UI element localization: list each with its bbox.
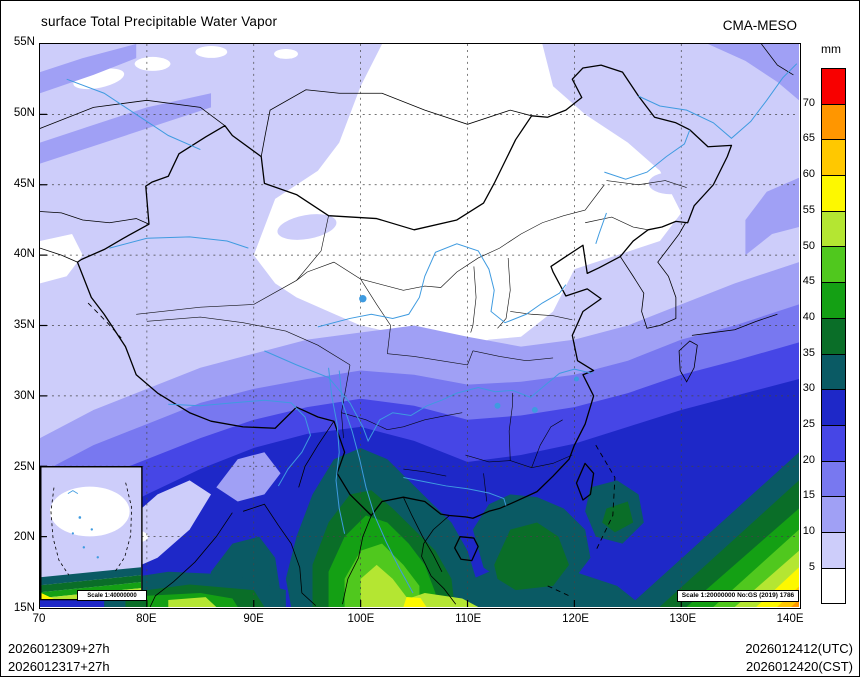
colorbar-cell xyxy=(821,567,846,605)
colorbar-tick-label: 35 xyxy=(802,346,815,359)
tarim-river xyxy=(109,236,249,249)
colorbar-cell xyxy=(821,282,846,319)
province-borders xyxy=(136,180,687,502)
colorbar-tick-label: 40 xyxy=(802,310,815,323)
colorbar-cell xyxy=(821,460,846,498)
x-axis-label: 120E xyxy=(562,613,589,625)
colorbar-tick-label: 50 xyxy=(802,239,815,252)
colorbar-tick-label: 15 xyxy=(802,489,815,502)
x-axis-label: 130E xyxy=(669,613,697,625)
colorbar-cell xyxy=(821,496,846,533)
colorbar-cell xyxy=(821,531,846,569)
colorbar-tick-label: 30 xyxy=(802,382,815,395)
india-east-coast xyxy=(149,512,233,607)
y-axis-label: 50N xyxy=(13,106,35,119)
china-border xyxy=(76,64,733,562)
grid-lines xyxy=(40,44,799,607)
vietnam-coast xyxy=(421,515,457,605)
y-axis-label: 30N xyxy=(13,389,35,402)
colorbar-tick-label: 60 xyxy=(802,168,815,181)
irtysh-river xyxy=(66,78,201,150)
poyang-lake xyxy=(531,406,538,413)
colorbar-cell xyxy=(821,317,846,355)
colorbar-unit: mm xyxy=(821,42,841,56)
yangtze-river xyxy=(264,350,593,443)
mongolia-russia-border xyxy=(260,89,532,157)
songhua-river xyxy=(604,129,691,180)
x-axis-label: 100E xyxy=(347,613,375,625)
colorbar-tick-label: 70 xyxy=(802,96,815,109)
x-axis-label: 110E xyxy=(455,613,482,625)
contour-fills xyxy=(40,44,799,607)
init-time-utc: 2026012309+27h xyxy=(8,641,110,656)
model-name: CMA-MESO xyxy=(722,18,797,33)
mekong-river xyxy=(338,370,414,594)
rivers xyxy=(66,63,798,594)
colorbar-tick-label: 20 xyxy=(802,453,815,466)
dashed-boundaries xyxy=(87,302,616,597)
taihu-lake xyxy=(573,376,579,382)
y-axis-label: 45N xyxy=(13,177,35,190)
colorbar-tick-label: 45 xyxy=(802,275,815,288)
valid-time-cst: 2026012420(CST) xyxy=(746,659,853,674)
colorbar-cell xyxy=(821,424,846,462)
map-frame xyxy=(39,43,801,609)
colorbar-cell xyxy=(821,103,846,141)
dongting-lake xyxy=(494,402,501,409)
x-axis-label: 80E xyxy=(136,613,157,625)
yellow-river xyxy=(317,243,567,328)
inset-scale-label: Scale 1:40000000 xyxy=(77,590,147,601)
colorbar-tick-label: 55 xyxy=(802,203,815,216)
valid-time-utc: 2026012412(UTC) xyxy=(745,641,853,656)
amur-river xyxy=(638,63,798,139)
pearl-river xyxy=(403,477,507,506)
init-time-cst: 2026012317+27h xyxy=(8,659,110,674)
colorbar-cell xyxy=(821,139,846,177)
colorbar-cell xyxy=(821,210,846,248)
colorbar-cell xyxy=(821,68,846,105)
y-axis-label: 55N xyxy=(13,36,35,48)
y-axis-label: 25N xyxy=(13,460,35,473)
bengal-coast xyxy=(242,503,316,606)
nine-dash-line-west xyxy=(50,487,70,576)
colorbar-cell xyxy=(821,175,846,212)
y-axis-label: 40N xyxy=(13,248,35,261)
south-china-sea-inset xyxy=(40,466,143,601)
map-canvas xyxy=(40,44,799,607)
axis-ticks xyxy=(40,113,682,607)
hainan-outline xyxy=(454,536,479,562)
qinghai-lake xyxy=(359,295,367,303)
y-axis-label: 15N xyxy=(13,602,35,614)
x-axis-label: 90E xyxy=(243,613,264,625)
x-axis-label: 140E xyxy=(776,613,804,625)
kyushu-coast xyxy=(678,340,698,383)
colorbar-tick-label: 25 xyxy=(802,418,815,430)
inset-islands-arc xyxy=(67,490,79,494)
page-title: surface Total Precipitable Water Vapor xyxy=(41,14,278,29)
salween-river xyxy=(328,367,346,534)
colorbar-cells xyxy=(821,68,846,605)
colorbar-tick-label: 10 xyxy=(802,525,815,538)
colorbar-tick-label: 65 xyxy=(802,132,815,145)
foreign-borders xyxy=(40,44,794,607)
sakhalin-coast xyxy=(761,44,794,76)
colorbar-cell xyxy=(821,389,846,426)
y-axis-label: 35N xyxy=(13,319,35,331)
colorbar-cell xyxy=(821,246,846,284)
map-scale-label: Scale 1:20000000 No:GS (2019) 1786 xyxy=(677,590,799,602)
x-axis-label: 70 xyxy=(32,613,46,625)
taiwan-outline xyxy=(575,462,595,501)
colorbar-cell xyxy=(821,353,846,391)
colorbar-tick-label: 5 xyxy=(808,560,815,573)
korea-coast xyxy=(619,222,686,329)
honshu-coast xyxy=(691,313,778,336)
brahmaputra-river xyxy=(168,399,311,487)
y-axis-label: 20N xyxy=(13,531,35,544)
liao-river xyxy=(595,212,607,244)
